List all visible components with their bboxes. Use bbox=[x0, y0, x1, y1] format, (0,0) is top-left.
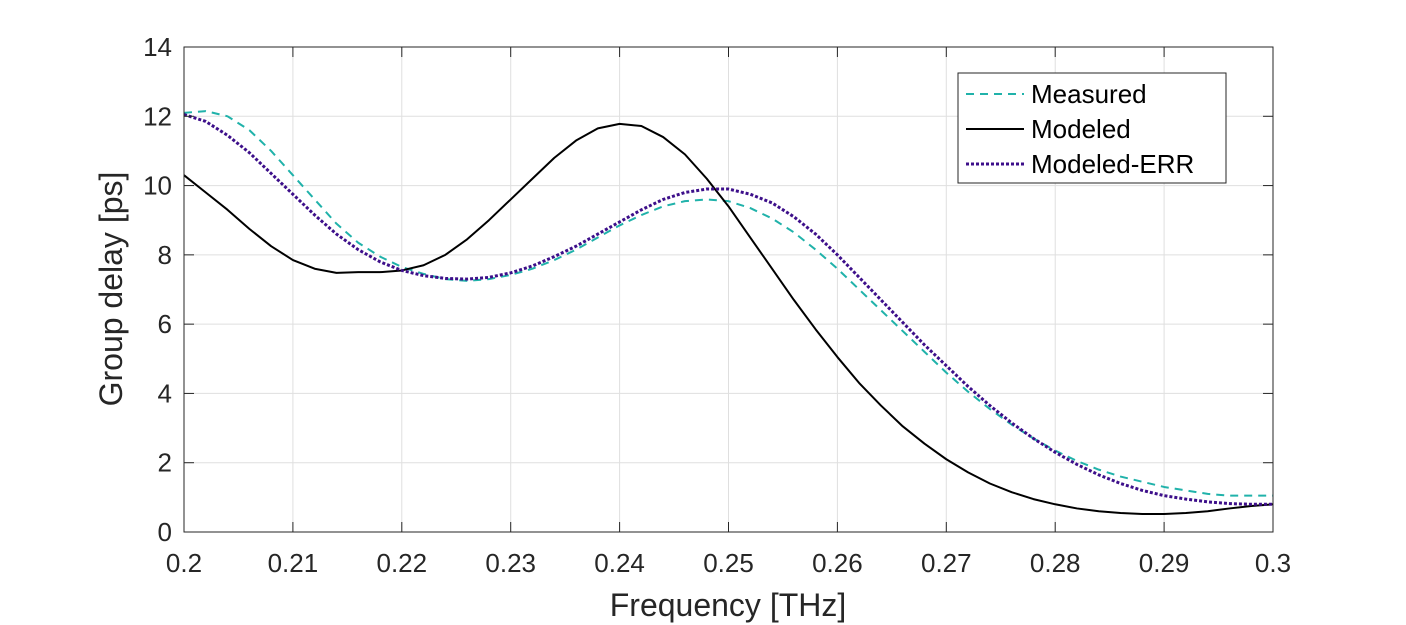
series-line-modeled bbox=[183, 122, 1274, 515]
x-tick-label: 0.24 bbox=[594, 548, 645, 578]
x-tick-label: 0.21 bbox=[268, 548, 319, 578]
series-group bbox=[183, 110, 1274, 515]
x-tick-label: 0.3 bbox=[1255, 548, 1291, 578]
y-tick-label: 12 bbox=[143, 101, 172, 131]
legend: Measured Modeled Modeled-ERR bbox=[957, 72, 1227, 184]
y-tick-label: 2 bbox=[158, 448, 172, 478]
x-tick-label: 0.28 bbox=[1030, 548, 1081, 578]
x-tick-label: 0.22 bbox=[376, 548, 427, 578]
x-tick-label: 0.29 bbox=[1139, 548, 1190, 578]
x-tick-label: 0.26 bbox=[812, 548, 863, 578]
y-tick-label: 6 bbox=[158, 309, 172, 339]
x-tick-label: 0.25 bbox=[703, 548, 754, 578]
y-axis-ticks: 0 2 4 6 8 10 12 14 bbox=[143, 32, 1273, 547]
legend-label: Measured bbox=[1031, 79, 1147, 109]
y-tick-label: 8 bbox=[158, 240, 172, 270]
y-tick-label: 4 bbox=[158, 378, 172, 408]
y-axis-title: Group delay [ps] bbox=[93, 172, 129, 407]
y-tick-label: 0 bbox=[158, 517, 172, 547]
x-tick-label: 0.2 bbox=[166, 548, 202, 578]
x-axis-ticks: 0.2 0.21 0.22 0.23 0.24 0.25 0.26 0.27 0.28 0.29 0… bbox=[166, 47, 1291, 578]
y-tick-label: 14 bbox=[143, 32, 172, 62]
legend-label: Modeled bbox=[1031, 114, 1131, 144]
series-line-modeled-err bbox=[183, 113, 1273, 506]
series-line-measured bbox=[183, 110, 1273, 497]
x-axis-title: Frequency [THz] bbox=[610, 587, 847, 623]
y-tick-label: 10 bbox=[143, 171, 172, 201]
x-tick-label: 0.23 bbox=[485, 548, 536, 578]
legend-label: Modeled-ERR bbox=[1031, 149, 1194, 179]
x-tick-label: 0.27 bbox=[921, 548, 972, 578]
